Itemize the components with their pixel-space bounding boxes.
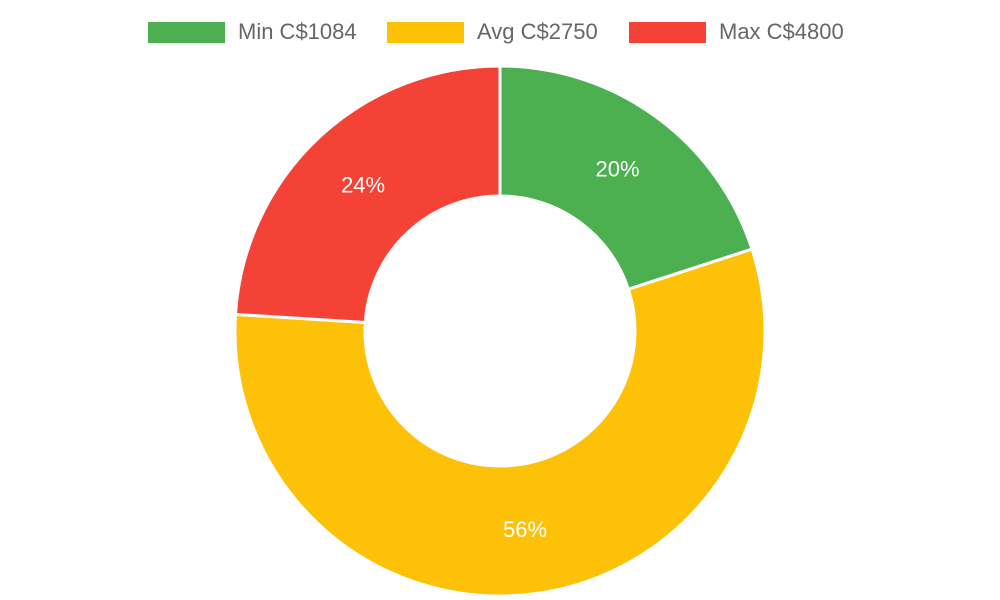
legend-label-avg: Avg C$2750 [477, 19, 598, 44]
legend-swatch-max [629, 21, 706, 43]
slice-min[interactable] [498, 64, 754, 292]
legend-label-min: Min C$1084 [238, 19, 357, 44]
chart-legend: Min C$1084 Avg C$2750 Max C$4800 [0, 18, 1000, 46]
legend-swatch-min [148, 21, 225, 43]
slice-label-min: 20% [596, 157, 640, 182]
legend-item-min[interactable]: Min C$1084 [148, 18, 357, 46]
legend-item-max[interactable]: Max C$4800 [629, 18, 844, 46]
slice-label-max: 24% [341, 173, 385, 198]
legend-swatch-avg [387, 21, 464, 43]
slice-max[interactable] [233, 64, 502, 325]
slice-avg[interactable] [233, 247, 767, 598]
legend-label-max: Max C$4800 [719, 19, 844, 44]
slice-label-avg: 56% [503, 517, 547, 542]
legend-item-avg[interactable]: Avg C$2750 [387, 18, 598, 46]
